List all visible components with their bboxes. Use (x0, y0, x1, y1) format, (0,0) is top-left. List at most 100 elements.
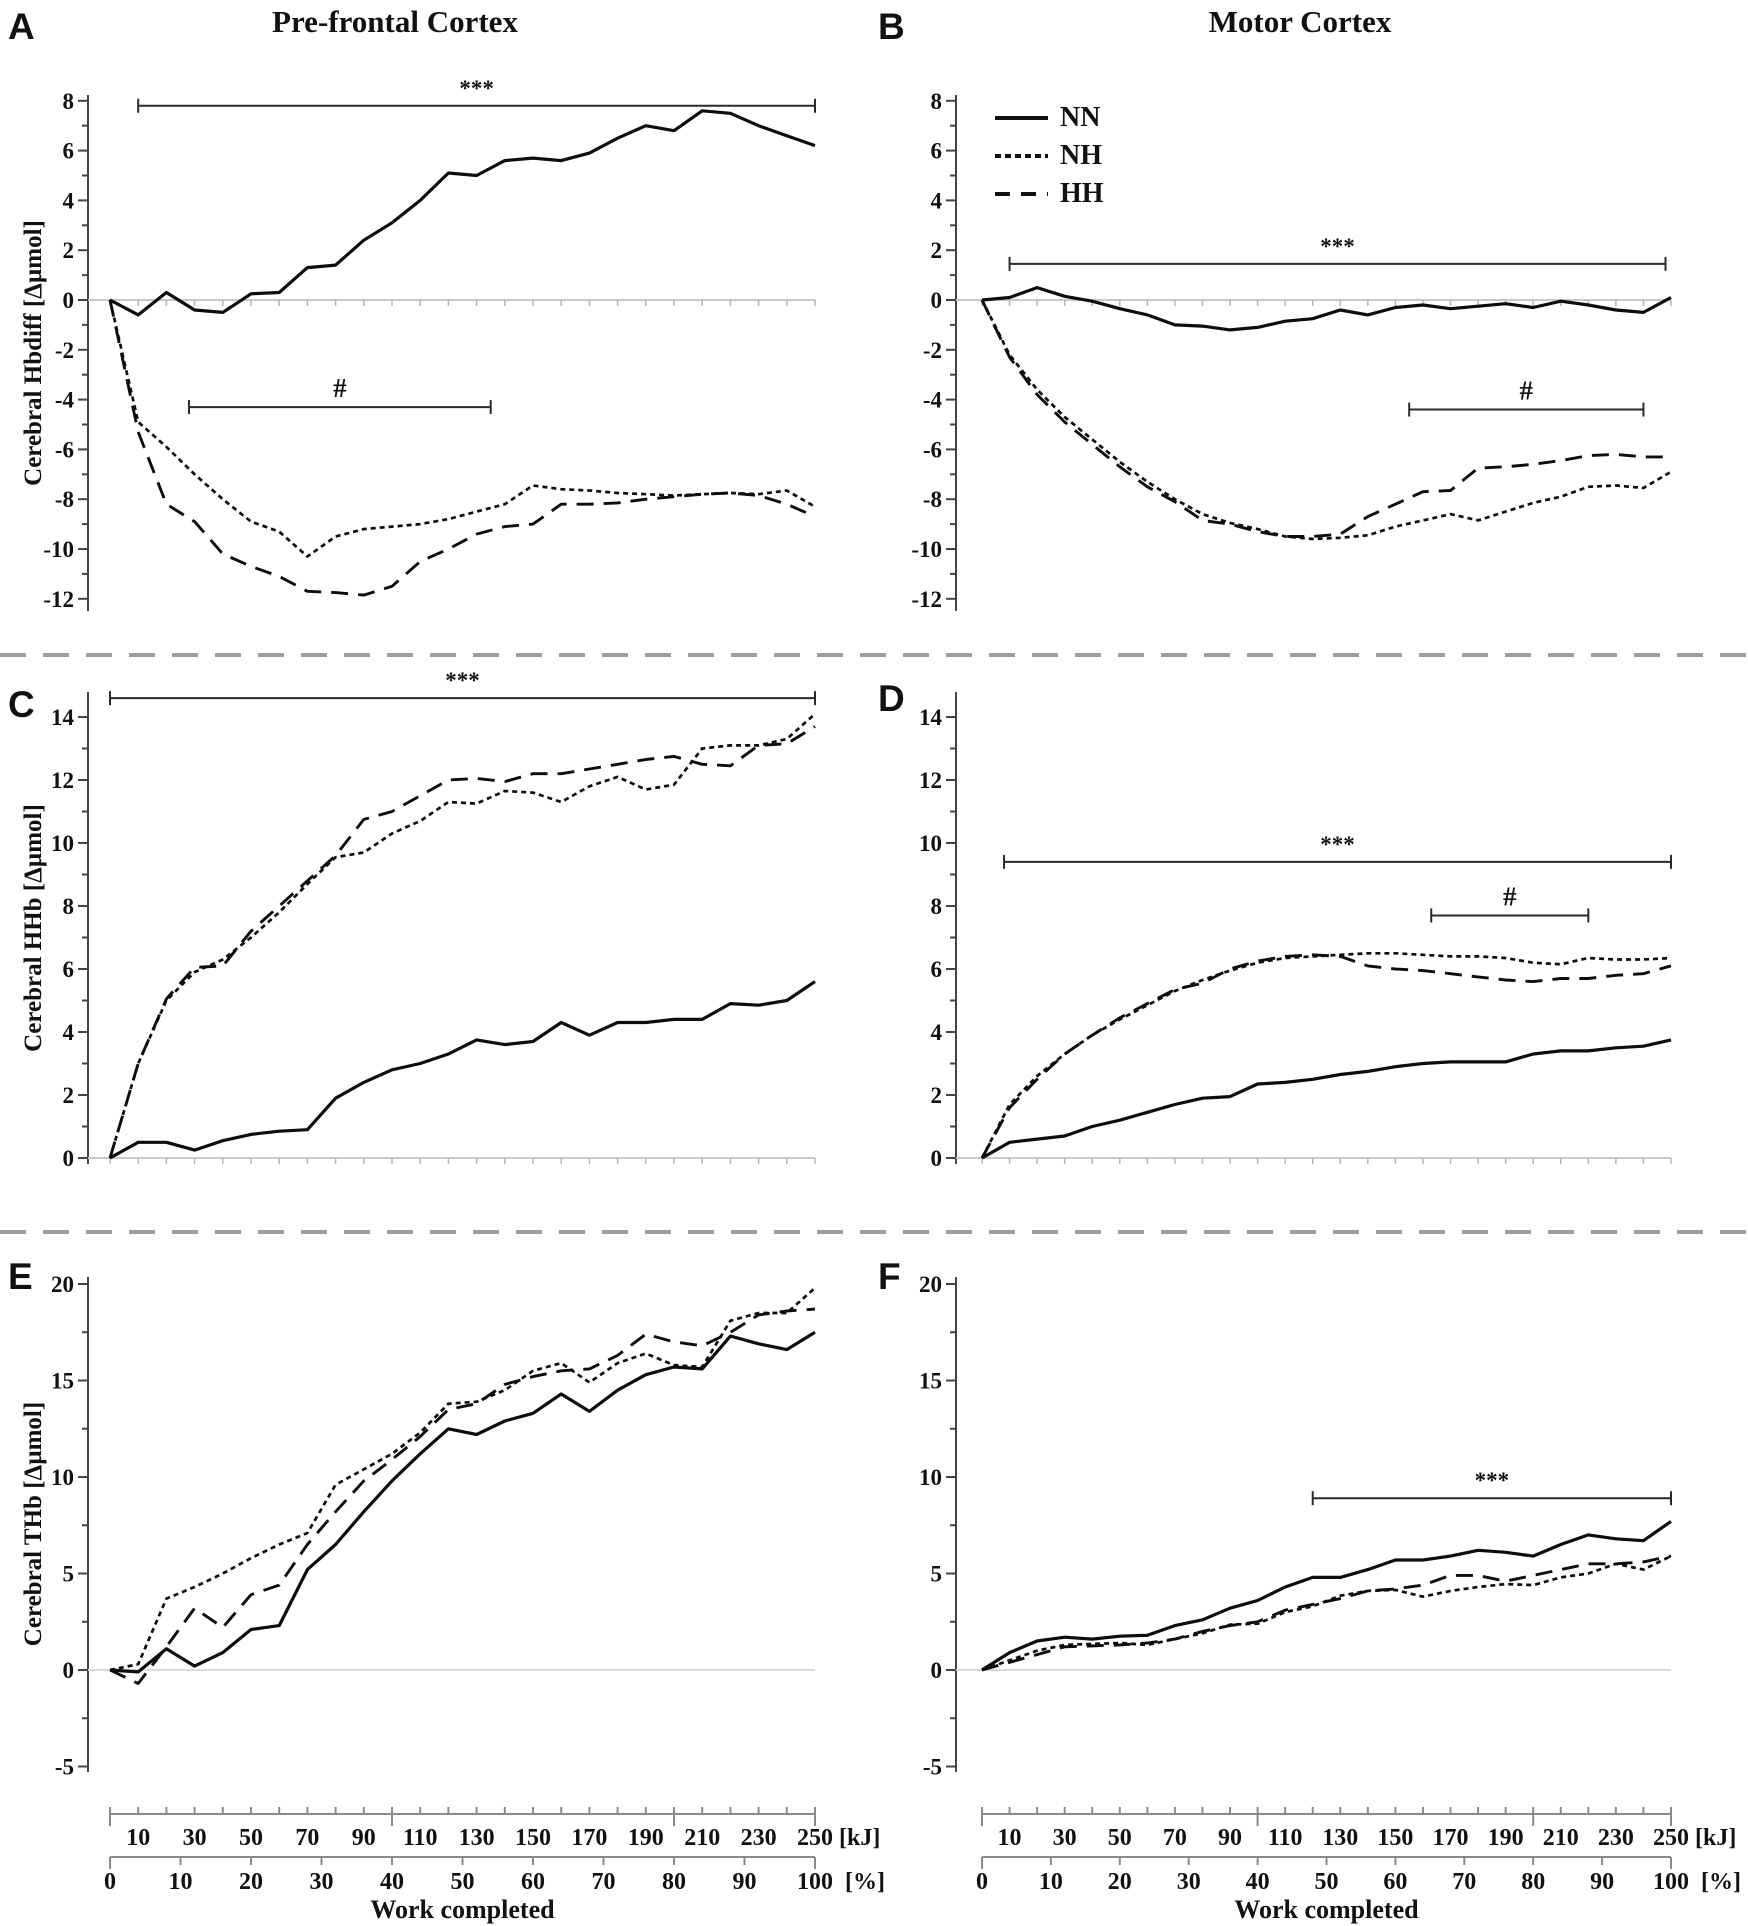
pct-tick-label: 60 (521, 1869, 545, 1895)
sig-bar-label: *** (1320, 234, 1355, 259)
pct-tick-label: 10 (1039, 1869, 1063, 1895)
pct-tick-label: 10 (169, 1869, 193, 1895)
panel-letter-c: C (8, 684, 35, 725)
y-tick-label: 2 (63, 238, 75, 263)
y-tick-label: 2 (931, 1083, 943, 1108)
y-tick-label: 8 (63, 894, 75, 919)
kj-tick-label: 70 (295, 1825, 319, 1851)
y-tick-label: 0 (931, 1146, 943, 1171)
pct-tick-label: 100 (797, 1869, 833, 1895)
series-nh (108, 712, 816, 1159)
panel-letter-d: D (878, 678, 905, 719)
panel-c: 0 2 4 6 8 10 12 14 *** (51, 668, 816, 1171)
kj-tick-label: 30 (183, 1825, 207, 1851)
kj-tick-label: 110 (1268, 1825, 1303, 1851)
y-tick-label: 6 (931, 139, 943, 164)
y-tick-label: 4 (63, 1020, 75, 1045)
sig-bar-hash: # (187, 373, 492, 415)
kj-tick-label: 10 (126, 1825, 150, 1851)
y-tick-label: 8 (931, 894, 943, 919)
y-tick-label: -6 (55, 437, 74, 462)
pct-tick-label: 40 (1246, 1869, 1270, 1895)
y-tick-label: 12 (919, 768, 942, 793)
sig-bar-stars: *** (1008, 234, 1667, 271)
y-tick-label: 2 (63, 1083, 75, 1108)
pct-tick-label: 0 (104, 1869, 116, 1895)
x-ruler-column-2: 10 30 50 70 90 110 130 150 170 190 210 230 250 [kJ]0 1… (976, 1807, 1741, 1924)
y-tick-label: -12 (911, 587, 942, 612)
panel-e: -5 0 5 10 15 20 (51, 1272, 816, 1780)
y-tick-label: -8 (55, 487, 74, 512)
series-nn (981, 1520, 1672, 1672)
sig-bar-stars: *** (109, 668, 816, 706)
y-tick-label: 20 (919, 1272, 942, 1297)
y-tick-label: 20 (51, 1272, 74, 1297)
sig-bar-hash: # (1430, 881, 1590, 923)
column-title-motor: Motor Cortex (1208, 4, 1392, 39)
y-tick-label: 5 (931, 1562, 943, 1587)
kj-tick-label: 50 (239, 1825, 263, 1851)
kj-tick-label: 130 (1322, 1825, 1358, 1851)
panel-letter-f: F (878, 1256, 901, 1297)
pct-tick-label: 60 (1383, 1869, 1407, 1895)
pct-unit-label: [%] (1701, 1869, 1741, 1895)
y-tick-label: -4 (923, 388, 943, 413)
y-tick-label: 2 (931, 238, 943, 263)
y-tick-label: 0 (63, 288, 75, 313)
kj-tick-label: 70 (1163, 1825, 1187, 1851)
series-hh (980, 953, 1672, 1159)
column-title-prefrontal: Pre-frontal Cortex (272, 4, 518, 39)
series-nn (981, 286, 1672, 332)
y-tick-label: 15 (919, 1369, 942, 1394)
pct-unit-label: [%] (845, 1869, 885, 1895)
y-tick-label: 10 (919, 1465, 942, 1490)
y-tick-label: 4 (931, 188, 943, 213)
panel-letter-a: A (8, 6, 35, 47)
pct-tick-label: 80 (1521, 1869, 1545, 1895)
y-tick-label: -10 (911, 537, 942, 562)
kj-tick-label: 190 (628, 1825, 664, 1851)
kj-tick-label: 110 (403, 1825, 438, 1851)
pct-tick-label: 0 (976, 1869, 988, 1895)
sig-bar-label: # (1503, 881, 1517, 911)
kj-unit-label: [kJ] (839, 1825, 880, 1851)
y-tick-label: 6 (931, 957, 943, 982)
series-hh (981, 1554, 1672, 1672)
sig-bar-label: *** (1475, 1468, 1510, 1493)
pct-tick-label: 50 (1315, 1869, 1339, 1895)
y-tick-label: -12 (43, 587, 74, 612)
y-tick-label: 0 (63, 1146, 75, 1171)
y-tick-label: -6 (923, 437, 942, 462)
kj-tick-label: 170 (571, 1825, 607, 1851)
kj-tick-label: 10 (998, 1825, 1022, 1851)
panel-f: -5 0 5 10 15 20 *** (919, 1272, 1672, 1780)
series-nh (981, 1554, 1672, 1672)
series-hh (108, 725, 816, 1159)
sig-bar-stars: *** (137, 76, 816, 113)
y-tick-label: 4 (63, 188, 75, 213)
series-hh (108, 299, 816, 597)
pct-tick-label: 50 (451, 1869, 475, 1895)
y-tick-label: 0 (931, 1658, 943, 1683)
y-tick-label: 14 (919, 705, 943, 730)
kj-tick-label: 230 (741, 1825, 777, 1851)
x-axis-title: Work completed (370, 1895, 555, 1924)
pct-tick-label: 100 (1653, 1869, 1689, 1895)
kj-tick-label: 150 (515, 1825, 551, 1851)
y-tick-label: 5 (63, 1562, 75, 1587)
legend-line-dashed-icon (995, 192, 1048, 196)
y-tick-label: 8 (63, 89, 75, 114)
pct-tick-label: 40 (380, 1869, 404, 1895)
pct-tick-label: 90 (1590, 1869, 1614, 1895)
x-axis-title: Work completed (1234, 1895, 1419, 1924)
x-ruler-column-1: 10 30 50 70 90 110 130 150 170 190 210 230 250 [kJ]0 1… (104, 1807, 885, 1924)
kj-tick-label: 30 (1053, 1825, 1077, 1851)
y-tick-label: 14 (51, 705, 75, 730)
panel-a: -12 -10 -8 -6 -4 -2 0 2 4 6 8 *** # (43, 76, 816, 612)
sig-bar-hash: # (1408, 376, 1645, 417)
pct-tick-label: 80 (662, 1869, 686, 1895)
y-tick-label: 4 (931, 1020, 943, 1045)
series-hh (980, 299, 1671, 538)
legend-label-nh: NH (1060, 140, 1102, 171)
